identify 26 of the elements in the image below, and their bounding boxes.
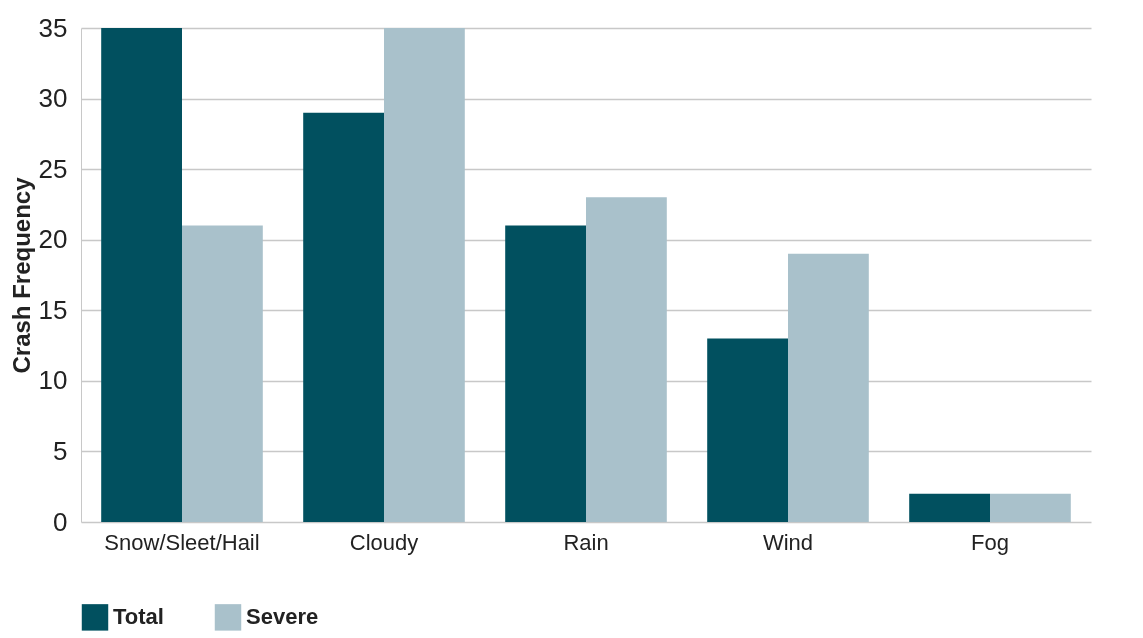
bar [586,197,667,522]
y-tick-label: 20 [38,224,68,255]
y-tick-label: 10 [38,365,68,396]
bar [788,253,869,522]
y-tick-label: 25 [38,153,68,184]
y-tick-label: 15 [38,294,68,325]
bar [505,225,586,522]
x-tick-label: Wind [762,529,814,555]
legend-label: Severe [246,604,319,630]
x-tick-label: Cloudy [349,529,419,555]
bar [182,225,263,522]
y-tick-label: 30 [38,83,68,114]
bar [707,338,788,522]
bar [101,28,182,522]
bar [990,493,1071,522]
y-tick-label: 0 [53,506,68,537]
y-axis-title: Crash Frequency [7,176,35,374]
y-tick-label: 35 [38,12,68,43]
bar [909,493,990,522]
x-tick-label: Rain [563,529,609,555]
x-tick-label: Snow/Sleet/Hail [104,529,260,555]
y-tick-label: 5 [53,435,68,466]
bar [384,28,465,522]
bar [303,112,384,522]
x-tick-label: Fog [971,529,1009,555]
legend-label: Total [113,604,164,630]
